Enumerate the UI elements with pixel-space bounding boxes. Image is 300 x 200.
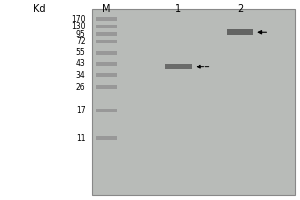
Text: 17: 17 (76, 106, 86, 115)
FancyBboxPatch shape (96, 109, 117, 112)
FancyBboxPatch shape (92, 9, 296, 195)
FancyBboxPatch shape (96, 73, 117, 77)
FancyBboxPatch shape (96, 32, 117, 36)
Text: 95: 95 (76, 30, 85, 39)
Text: 43: 43 (76, 59, 85, 68)
FancyBboxPatch shape (96, 25, 117, 28)
FancyBboxPatch shape (96, 62, 117, 66)
Text: Kd: Kd (33, 4, 45, 14)
Text: 34: 34 (76, 71, 85, 80)
Text: 130: 130 (71, 22, 85, 31)
FancyBboxPatch shape (227, 29, 253, 35)
Text: 11: 11 (76, 134, 86, 143)
Text: M: M (102, 4, 111, 14)
Text: 26: 26 (76, 83, 86, 92)
FancyBboxPatch shape (96, 40, 117, 43)
Text: 72: 72 (76, 37, 86, 46)
Text: 55: 55 (76, 48, 85, 57)
FancyBboxPatch shape (96, 136, 117, 140)
Text: 2: 2 (237, 4, 243, 14)
FancyBboxPatch shape (96, 85, 117, 89)
Text: 1: 1 (176, 4, 182, 14)
FancyBboxPatch shape (96, 17, 117, 21)
FancyBboxPatch shape (96, 51, 117, 55)
FancyBboxPatch shape (165, 64, 192, 69)
Text: 170: 170 (71, 15, 85, 24)
